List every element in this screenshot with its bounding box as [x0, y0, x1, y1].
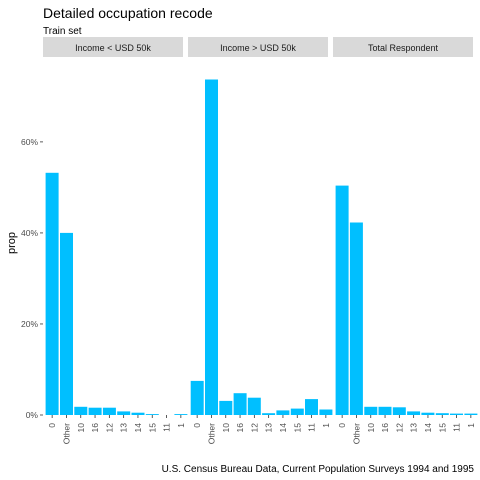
- x-tick-label: 14: [278, 423, 288, 433]
- x-tick-label: 16: [235, 423, 245, 433]
- x-tick-label: 10: [221, 423, 231, 433]
- y-tick-label: 60%: [21, 137, 38, 147]
- bar: [247, 397, 261, 415]
- bar: [392, 407, 406, 415]
- x-tick-label: 11: [162, 423, 172, 432]
- x-tick-label: 15: [292, 423, 302, 433]
- bar: [233, 393, 247, 415]
- x-tick-label: 11: [307, 423, 317, 432]
- bar: [88, 407, 102, 415]
- x-tick-label: 13: [264, 423, 274, 433]
- bar: [305, 399, 318, 415]
- bar: [378, 406, 392, 415]
- y-tick-label: 0%: [26, 410, 39, 420]
- x-tick-label: Other: [61, 423, 71, 444]
- y-axis-title: prop: [6, 232, 18, 254]
- chart-subtitle: Train set: [43, 26, 82, 37]
- x-tick-label: 0: [47, 423, 57, 428]
- facet-strip-label: Income > USD 50k: [220, 43, 296, 53]
- bar: [364, 406, 378, 415]
- facet-strip: [188, 37, 328, 57]
- bar: [174, 414, 188, 415]
- x-tick-label: 16: [380, 423, 390, 433]
- x-tick-label: Other: [351, 423, 361, 444]
- bar: [464, 413, 478, 415]
- bar: [45, 172, 59, 415]
- facet-strip: [333, 37, 473, 57]
- chart-caption: U.S. Census Bureau Data, Current Populat…: [162, 464, 475, 475]
- facet-strip-label: Income < USD 50k: [75, 43, 151, 53]
- bar: [435, 413, 449, 415]
- x-tick-label: 11: [452, 423, 462, 432]
- x-tick-label: 13: [409, 423, 419, 433]
- bar: [421, 412, 435, 415]
- bar: [450, 413, 463, 415]
- x-tick-label: 0: [337, 423, 347, 428]
- bar: [205, 79, 218, 415]
- bar: [219, 400, 233, 415]
- y-tick-label: 20%: [21, 319, 38, 329]
- x-tick-label: 15: [147, 423, 157, 433]
- x-tick-label: 1: [321, 423, 331, 428]
- bar: [290, 408, 304, 415]
- bar: [74, 406, 88, 415]
- y-tick-label: 40%: [21, 228, 38, 238]
- x-tick-label: 10: [76, 423, 86, 433]
- y-axis: 0% 20% 40% 60%: [21, 137, 43, 420]
- bar: [335, 185, 349, 415]
- bar: [145, 414, 159, 415]
- x-tick-label: 14: [423, 423, 433, 433]
- x-tick-label: 1: [466, 423, 476, 428]
- x-tick-label: 12: [104, 423, 114, 433]
- bar: [102, 407, 116, 415]
- bar: [349, 222, 363, 415]
- x-tick-label: 10: [366, 423, 376, 433]
- bar: [117, 411, 131, 415]
- x-tick-label: 0: [192, 423, 202, 428]
- bar: [319, 409, 333, 415]
- x-tick-label: 15: [437, 423, 447, 433]
- x-tick-label: 12: [394, 423, 404, 433]
- chart-title: Detailed occupation recode: [43, 5, 213, 21]
- x-tick-label: 1: [176, 423, 186, 428]
- bar: [131, 412, 145, 415]
- bar: [190, 380, 204, 415]
- x-tick-label: 12: [249, 423, 259, 433]
- x-tick-label: Other: [206, 423, 216, 444]
- bar: [276, 410, 290, 415]
- x-tick-label: 16: [90, 423, 100, 433]
- x-tick-label: 14: [133, 423, 143, 433]
- x-tick-label: 13: [119, 423, 129, 433]
- facet-strip: [43, 37, 183, 57]
- bar: [407, 411, 421, 415]
- bar: [60, 232, 73, 415]
- facet-strip-label: Total Respondent: [368, 43, 439, 53]
- bar: [262, 413, 276, 415]
